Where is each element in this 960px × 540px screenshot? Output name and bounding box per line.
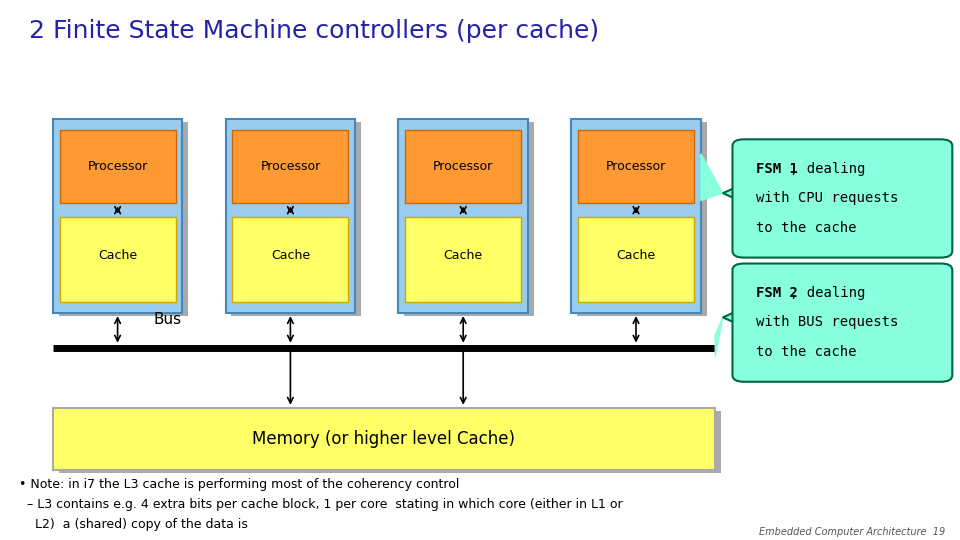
Text: Embedded Computer Architecture  19: Embedded Computer Architecture 19 [759, 527, 946, 537]
Text: Memory (or higher level Cache): Memory (or higher level Cache) [252, 430, 516, 448]
Text: Processor: Processor [87, 160, 148, 173]
Text: Cache: Cache [616, 249, 656, 262]
FancyBboxPatch shape [53, 408, 715, 470]
Text: to the cache: to the cache [756, 345, 856, 359]
FancyBboxPatch shape [404, 122, 534, 316]
FancyBboxPatch shape [732, 139, 952, 258]
Text: Cache: Cache [271, 249, 310, 262]
FancyBboxPatch shape [578, 130, 694, 204]
FancyBboxPatch shape [578, 217, 694, 302]
Text: 2 Finite State Machine controllers (per cache): 2 Finite State Machine controllers (per … [29, 19, 599, 43]
FancyBboxPatch shape [231, 122, 361, 316]
FancyBboxPatch shape [53, 119, 182, 313]
FancyBboxPatch shape [232, 130, 348, 204]
FancyBboxPatch shape [405, 217, 521, 302]
FancyBboxPatch shape [226, 119, 355, 313]
Text: Cache: Cache [98, 249, 137, 262]
FancyBboxPatch shape [398, 119, 528, 313]
Polygon shape [723, 308, 744, 327]
Text: Processor: Processor [606, 160, 666, 173]
Text: to the cache: to the cache [756, 220, 856, 234]
Polygon shape [715, 318, 723, 356]
FancyBboxPatch shape [405, 130, 521, 204]
FancyBboxPatch shape [60, 130, 176, 204]
Polygon shape [701, 154, 723, 200]
Text: FSM 1: FSM 1 [756, 161, 798, 176]
FancyBboxPatch shape [59, 122, 188, 316]
Text: with CPU requests: with CPU requests [756, 191, 898, 205]
FancyBboxPatch shape [571, 119, 701, 313]
FancyBboxPatch shape [732, 264, 952, 382]
Text: Bus: Bus [154, 312, 181, 327]
Text: FSM 2: FSM 2 [756, 286, 798, 300]
Text: • Note: in i7 the L3 cache is performing most of the coherency control: • Note: in i7 the L3 cache is performing… [19, 478, 460, 491]
FancyBboxPatch shape [232, 217, 348, 302]
Text: , dealing: , dealing [790, 286, 866, 300]
FancyBboxPatch shape [60, 217, 176, 302]
Text: – L3 contains e.g. 4 extra bits per cache block, 1 per core  stating in which co: – L3 contains e.g. 4 extra bits per cach… [19, 498, 623, 511]
FancyBboxPatch shape [59, 411, 721, 473]
FancyBboxPatch shape [577, 122, 707, 316]
Text: with BUS requests: with BUS requests [756, 315, 898, 329]
Text: Cache: Cache [444, 249, 483, 262]
Text: Processor: Processor [260, 160, 321, 173]
Text: Processor: Processor [433, 160, 493, 173]
Text: , dealing: , dealing [790, 161, 866, 176]
Text: L2)  a (shared) copy of the data is: L2) a (shared) copy of the data is [19, 518, 248, 531]
Polygon shape [723, 184, 744, 202]
